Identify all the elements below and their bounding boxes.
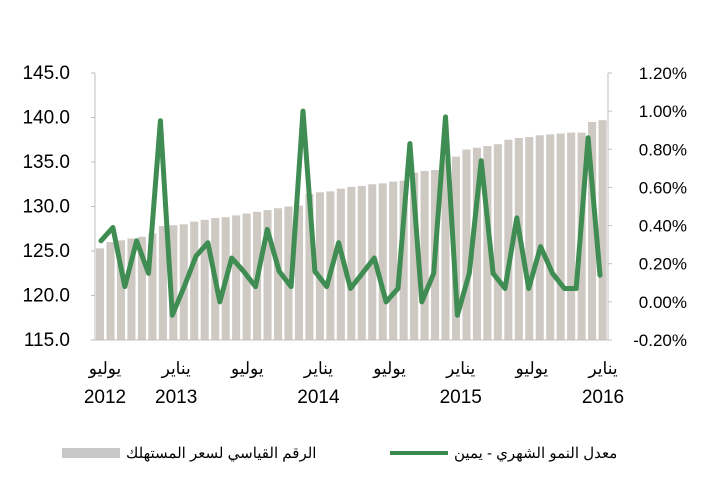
cpi-bar bbox=[451, 156, 461, 340]
cpi-bar bbox=[493, 144, 502, 340]
legend-growth-swatch bbox=[390, 451, 448, 455]
x-month-label: يناير bbox=[445, 359, 475, 379]
x-month-label: يناير bbox=[303, 359, 333, 379]
cpi-bar bbox=[315, 192, 324, 340]
cpi-bar bbox=[116, 240, 126, 340]
right-tick-label: 1.00% bbox=[639, 102, 687, 121]
cpi-bar bbox=[556, 133, 565, 340]
right-tick-label: 0.00% bbox=[639, 293, 687, 312]
right-tick-label: 1.20% bbox=[639, 64, 687, 83]
cpi-bar bbox=[200, 219, 209, 340]
cpi-bar bbox=[357, 186, 366, 340]
cpi-bar bbox=[273, 208, 283, 340]
x-month-label: يوليو bbox=[230, 359, 264, 379]
x-year-label: 2016 bbox=[582, 387, 624, 408]
right-tick-label: -0.20% bbox=[633, 331, 687, 350]
cpi-bar bbox=[546, 134, 555, 340]
cpi-bar bbox=[137, 236, 146, 340]
cpi-bar bbox=[294, 205, 303, 340]
cpi-bar bbox=[96, 248, 105, 340]
x-year-label: 2013 bbox=[155, 387, 197, 408]
legend-growth: معدل النمو الشهري - يمين bbox=[390, 440, 617, 466]
cpi-bar bbox=[347, 186, 356, 340]
right-tick-label: 0.40% bbox=[639, 217, 687, 236]
x-month-label: يوليو bbox=[372, 359, 406, 379]
cpi-bar bbox=[399, 180, 408, 340]
legend-cpi-label: الرقم القياسي لسعر المستهلك bbox=[126, 445, 317, 462]
cpi-bar bbox=[127, 238, 136, 340]
x-year-label: 2015 bbox=[440, 387, 482, 408]
cpi-bar bbox=[462, 149, 471, 340]
growth-line-layer bbox=[98, 108, 603, 318]
cpi-bar bbox=[598, 120, 607, 340]
legend-cpi-swatch bbox=[62, 448, 120, 458]
cpi-bar bbox=[378, 183, 387, 340]
left-tick-label: 115.0 bbox=[24, 330, 70, 351]
x-axis-labels: يوليو 2012 يناير 2013 يوليو يناير 2014 يوليو ينا… bbox=[84, 359, 624, 408]
right-axis-ticks: 1.20% 1.00% 0.80% 0.60% 0.40% 0.20% 0.00% -0.20… bbox=[608, 64, 687, 350]
cpi-bar bbox=[410, 172, 419, 340]
cpi-bar bbox=[263, 210, 272, 340]
cpi-bar bbox=[106, 242, 115, 340]
legend-cpi: الرقم القياسي لسعر المستهلك bbox=[62, 440, 316, 466]
left-tick-label: 125.0 bbox=[22, 241, 70, 262]
cpi-bar bbox=[148, 233, 157, 340]
cpi-bar bbox=[472, 147, 481, 340]
cpi-bar bbox=[567, 132, 576, 340]
cpi-bar bbox=[420, 170, 429, 340]
left-tick-label: 135.0 bbox=[22, 152, 70, 173]
cpi-bar bbox=[169, 225, 178, 340]
cpi-bar bbox=[336, 188, 345, 340]
left-axis-ticks: 145.0 140.0 135.0 130.0 125.0 120.0 115.0 bbox=[22, 63, 95, 351]
cpi-bar bbox=[389, 181, 398, 340]
legend-growth-label: معدل النمو الشهري - يمين bbox=[454, 445, 618, 462]
left-tick-label: 145.0 bbox=[22, 63, 70, 84]
cpi-bar bbox=[504, 139, 513, 340]
x-month-label: يناير bbox=[161, 359, 191, 379]
left-tick-label: 120.0 bbox=[22, 286, 70, 307]
cpi-bar bbox=[525, 137, 534, 340]
cpi-bar bbox=[535, 135, 544, 340]
cpi-bar bbox=[190, 221, 199, 340]
x-year-label: 2012 bbox=[84, 387, 126, 408]
x-month-label: يوليو bbox=[515, 359, 549, 379]
cpi-bar bbox=[441, 158, 450, 340]
left-tick-label: 130.0 bbox=[22, 197, 70, 218]
x-month-label: يناير bbox=[587, 359, 617, 379]
x-month-label: يوليو bbox=[88, 359, 122, 379]
x-year-label: 2014 bbox=[297, 387, 340, 408]
right-tick-label: 0.80% bbox=[639, 140, 687, 159]
cpi-bar bbox=[305, 194, 314, 340]
right-tick-label: 0.20% bbox=[639, 255, 687, 274]
right-tick-label: 0.60% bbox=[639, 178, 687, 197]
left-tick-label: 140.0 bbox=[22, 108, 70, 129]
cpi-bar bbox=[284, 206, 293, 340]
cpi-bar bbox=[588, 121, 597, 340]
cpi-bar bbox=[158, 226, 167, 340]
cpi-bar bbox=[232, 215, 241, 340]
